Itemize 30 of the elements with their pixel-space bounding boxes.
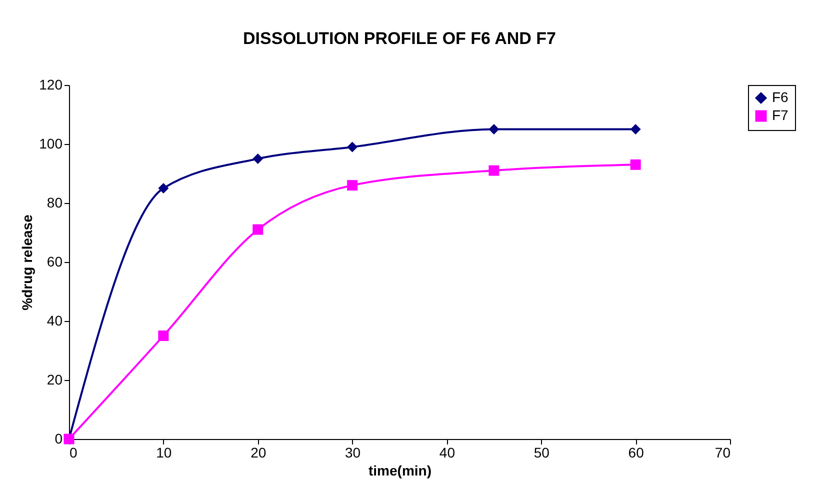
y-tick-label: 80 — [46, 194, 63, 210]
point — [347, 142, 358, 152]
point — [488, 165, 500, 176]
point — [630, 159, 641, 170]
point — [488, 124, 500, 134]
x-axis-title: time(min) — [368, 462, 432, 478]
chart-title: DISSOLUTION PROFILE OF F6 AND F7 — [243, 29, 556, 48]
x-tick-label: 40 — [439, 444, 456, 460]
point — [630, 124, 641, 134]
y-axis-title: %drug release — [19, 214, 36, 310]
legend-label: F7 — [772, 107, 789, 123]
point — [347, 180, 358, 191]
legend-label: F6 — [772, 89, 789, 105]
y-tick-label: 120 — [39, 76, 63, 92]
x-tick-label: 30 — [344, 444, 361, 460]
x-tick-label: 60 — [628, 444, 644, 460]
y-tick-label: 20 — [46, 372, 63, 388]
point — [252, 154, 264, 164]
x-tick-label: 0 — [70, 444, 78, 460]
y-tick-label: 0 — [54, 430, 63, 446]
y-tick-label: 100 — [39, 136, 63, 152]
y-tick-label: 40 — [46, 312, 63, 328]
x-tick-label: 10 — [156, 444, 172, 460]
x-tick-label: 70 — [714, 444, 731, 460]
y-tick-label: 60 — [46, 254, 63, 270]
point — [158, 183, 169, 194]
x-tick-label: 50 — [534, 444, 550, 460]
point — [252, 224, 264, 235]
x-tick-label: 20 — [250, 444, 266, 460]
point — [158, 330, 169, 341]
